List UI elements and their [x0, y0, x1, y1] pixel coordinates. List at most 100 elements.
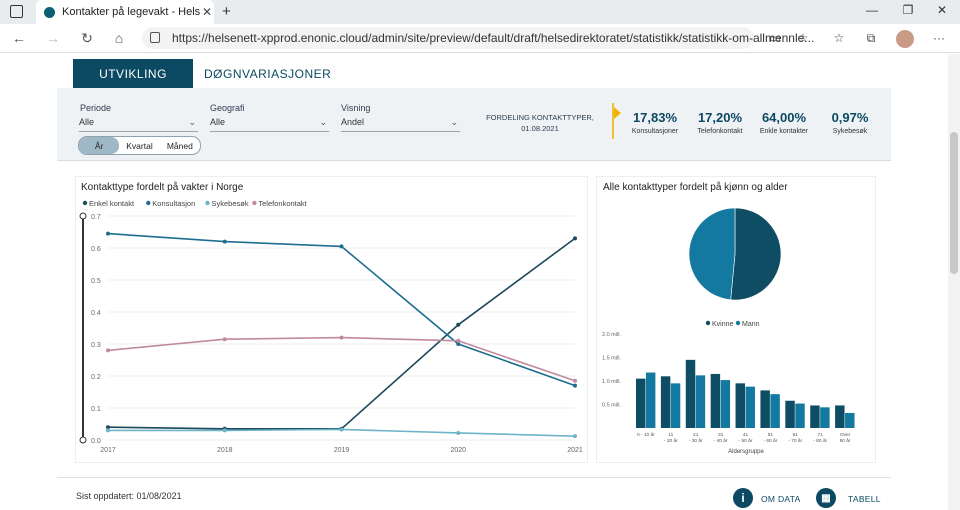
bar-x-axis-title: Aldersgruppe [728, 449, 764, 455]
tab-actions-icon[interactable] [10, 5, 23, 18]
home-icon[interactable]: ⌂ [114, 30, 124, 46]
reader-view-icon[interactable]: ▭ [769, 31, 781, 45]
bar-x-tick-label: 11 [668, 432, 673, 438]
data-point [106, 425, 110, 430]
bar-x-tick-label: 51 [768, 432, 774, 438]
forward-icon[interactable]: → [46, 30, 60, 46]
range-slider-handle-top [79, 212, 87, 220]
browser-toolbar: ← → ↻ ⌂ https://helsenett-xpprod.enonic.… [0, 24, 960, 53]
close-tab-icon[interactable]: ✕ [201, 5, 213, 19]
bar-1 [720, 380, 731, 428]
address-url: https://helsenett-xpprod.enonic.cloud/ad… [172, 31, 815, 45]
legend-label-1: Konsultasjon [152, 199, 195, 208]
visning-label: Visning [341, 103, 371, 113]
new-tab-icon[interactable]: + [222, 3, 231, 20]
pie-slice-0 [730, 207, 782, 301]
bar-y-tick-label: 2.0 mill. [602, 332, 621, 338]
y-tick-label: 0.1 [91, 406, 101, 413]
menu-icon[interactable]: ··· [933, 31, 945, 45]
footer-divider [57, 477, 891, 478]
kpi-value: 17,20% [697, 110, 743, 125]
bar-1 [845, 412, 855, 428]
bar-0 [710, 373, 721, 428]
scrollbar-thumb[interactable] [950, 132, 958, 274]
bar-1 [695, 375, 706, 428]
pie-slice-1 [688, 207, 736, 301]
legend-marker-2 [205, 200, 210, 206]
favorites-icon[interactable]: ☆ [833, 31, 845, 45]
table-button[interactable]: TABELL [848, 494, 881, 504]
tab-utvikling[interactable]: UTVIKLING [73, 59, 193, 89]
refresh-icon[interactable]: ↻ [81, 30, 93, 46]
profile-avatar[interactable] [896, 30, 914, 48]
data-point [456, 342, 461, 346]
kpi-value: 17,83% [632, 110, 678, 125]
browser-tab[interactable]: Kontakter på legevakt - Helsedir ✕ [36, 0, 214, 24]
pie-legend-label-0: Kvinne [712, 321, 734, 328]
kpi-label: Konsultasjoner [631, 128, 679, 135]
kpi-divider [612, 103, 614, 139]
visning-value: Andel [341, 117, 365, 127]
pie-chart: Kvinne Mann [688, 207, 782, 328]
series-line-0 [107, 237, 576, 430]
x-tick-label: 2018 [217, 447, 233, 454]
bar-x-tick-label: 61 [793, 432, 799, 438]
bar-1 [645, 372, 656, 428]
minimize-icon[interactable]: — [866, 3, 878, 17]
geografi-value: Alle [210, 117, 226, 127]
granularity-quarter[interactable]: Kvartal [126, 140, 153, 151]
bar-1 [795, 403, 805, 428]
bar-x-tick-label: - 80 år [813, 437, 827, 444]
about-data-button[interactable]: OM DATA [761, 494, 801, 504]
bar-0 [760, 390, 770, 428]
bar-x-tick-label: - 70 år [788, 437, 802, 444]
range-slider-handle-bottom [79, 436, 87, 444]
tab-dognvariasjoner[interactable]: DØGNVARIASJONER [204, 67, 332, 81]
visning-dropdown[interactable]: Andel ⌄ [341, 117, 460, 132]
favorite-add-icon[interactable]: ☆ [797, 31, 809, 45]
bar-x-tick-label: 21 [693, 432, 699, 438]
y-tick-label: 0.4 [91, 310, 101, 317]
pie-legend-label-1: Mann [742, 321, 760, 328]
data-point [106, 348, 110, 353]
maximize-icon[interactable]: ❐ [902, 3, 914, 17]
back-icon[interactable]: ← [12, 30, 26, 46]
bar-0 [735, 383, 746, 428]
legend-label-3: Telefonkontakt [258, 199, 307, 208]
kpi-value: 0,97% [831, 110, 869, 125]
kpi-sykebesok: 0,97% Sykebesøk [817, 110, 883, 135]
line-chart-title: Kontakttype fordelt på vakter i Norge [81, 182, 244, 193]
bar-x-tick-label: - 30 år [689, 437, 703, 444]
pie-chart-title: Alle kontakttyper fordelt på kjønn og al… [603, 182, 788, 193]
info-icon[interactable]: i [733, 488, 753, 508]
bar-0 [685, 359, 696, 428]
bar-1 [745, 386, 755, 428]
y-tick-label: 0.5 [91, 278, 101, 285]
page-scrollbar[interactable] [948, 54, 960, 510]
bar-1 [820, 407, 830, 428]
kpi-value: 64,00% [761, 110, 807, 125]
geografi-dropdown[interactable]: Alle ⌄ [210, 117, 329, 132]
bar-0 [835, 405, 845, 428]
geografi-label: Geografi [210, 103, 245, 113]
periode-label: Periode [80, 103, 112, 113]
table-icon[interactable]: ▦ [816, 488, 836, 508]
series-line-1 [107, 232, 576, 387]
y-tick-label: 0.0 [91, 438, 101, 445]
x-tick-label: 2019 [334, 447, 350, 454]
collections-icon[interactable]: ⧉ [866, 31, 876, 45]
data-point [339, 335, 344, 340]
bar-0 [660, 376, 671, 428]
address-bar[interactable]: https://helsenett-xpprod.enonic.cloud/ad… [142, 27, 814, 49]
granularity-month[interactable]: Måned [166, 140, 193, 151]
granularity-year[interactable]: År [79, 137, 120, 154]
granularity-toggle: År Kvartal Måned [78, 136, 201, 155]
bar-y-tick-label: 1.5 mill. [602, 356, 621, 362]
close-window-icon[interactable]: ✕ [936, 3, 948, 17]
bar-x-tick-label: - 60 år [763, 437, 777, 444]
data-point [106, 428, 110, 433]
line-chart: Enkel kontakt Konsultasjon Sykebesøk Telefo… [79, 199, 583, 454]
bar-x-tick-label: - 20 år [664, 437, 678, 444]
lock-icon [150, 32, 160, 43]
periode-dropdown[interactable]: Alle ⌄ [79, 117, 198, 132]
